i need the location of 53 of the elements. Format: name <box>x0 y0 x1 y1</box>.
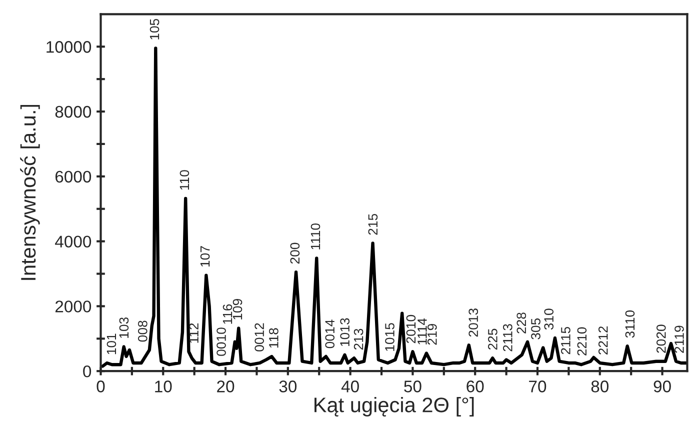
annotation: 112 <box>189 323 198 343</box>
line-series <box>101 46 688 368</box>
y-tick-label: 4000 <box>55 236 92 248</box>
annotation: 0012 <box>254 323 264 352</box>
annotation: 310 <box>544 308 554 330</box>
y-tick-label: 10000 <box>46 41 92 53</box>
annotation: 215 <box>368 214 378 235</box>
y-tick-label: 8000 <box>55 106 92 118</box>
annotation: 2119 <box>674 326 684 353</box>
annotation: 105 <box>150 18 160 40</box>
x-tick-label: 60 <box>466 380 484 392</box>
annotation: 2212 <box>598 326 608 354</box>
annotation: 2115 <box>561 326 570 354</box>
y-tick-label: 2000 <box>55 300 92 312</box>
annotation: 225 <box>488 328 498 350</box>
annotation: 103 <box>119 317 129 338</box>
annotation: 3110 <box>625 310 635 338</box>
y-tick-label: 0 <box>83 365 92 378</box>
annotation: 200 <box>290 242 300 264</box>
x-tick-label: 30 <box>279 380 297 392</box>
x-tick-label: 70 <box>529 380 546 392</box>
y-tick-label: 6000 <box>55 170 92 183</box>
annotation: 109 <box>232 299 242 320</box>
annotation: 116 <box>222 304 232 324</box>
annotation: 107 <box>200 246 210 267</box>
x-tick-label: 0 <box>96 380 105 392</box>
annotation: 101 <box>106 334 116 354</box>
annotation: 219 <box>427 324 437 345</box>
annotation: 1110 <box>310 223 320 250</box>
x-tick-label: 40 <box>341 380 359 392</box>
x-tick-label: 50 <box>404 380 422 392</box>
annotation: 2020 <box>656 324 666 353</box>
annotation: 0010 <box>216 328 226 356</box>
x-tick-label: 10 <box>155 380 172 392</box>
annotation: 008 <box>138 320 148 342</box>
x-tick-label: 80 <box>591 380 609 392</box>
x-axis-title: Kąt ugięcia 2Θ [°] <box>314 397 474 416</box>
x-tick-label: 20 <box>217 380 234 392</box>
y-axis-title: Intensywność [a.u.] <box>20 104 40 280</box>
annotation: 110 <box>180 170 190 190</box>
annotation: 305 <box>531 318 540 340</box>
annotation: 2113 <box>502 324 512 352</box>
annotation: 213 <box>354 328 364 350</box>
annotation: 118 <box>269 328 278 348</box>
annotation: 228 <box>516 312 526 334</box>
annotation: 1114 <box>418 318 427 344</box>
annotation: 1013 <box>340 318 350 346</box>
annotation: 2010 <box>406 314 416 344</box>
annotation: 0014 <box>325 320 335 348</box>
annotation: 1015 <box>385 323 394 351</box>
x-tick-label: 90 <box>654 380 671 392</box>
annotation: 2013 <box>468 308 478 337</box>
annotation: 2210 <box>577 327 587 356</box>
